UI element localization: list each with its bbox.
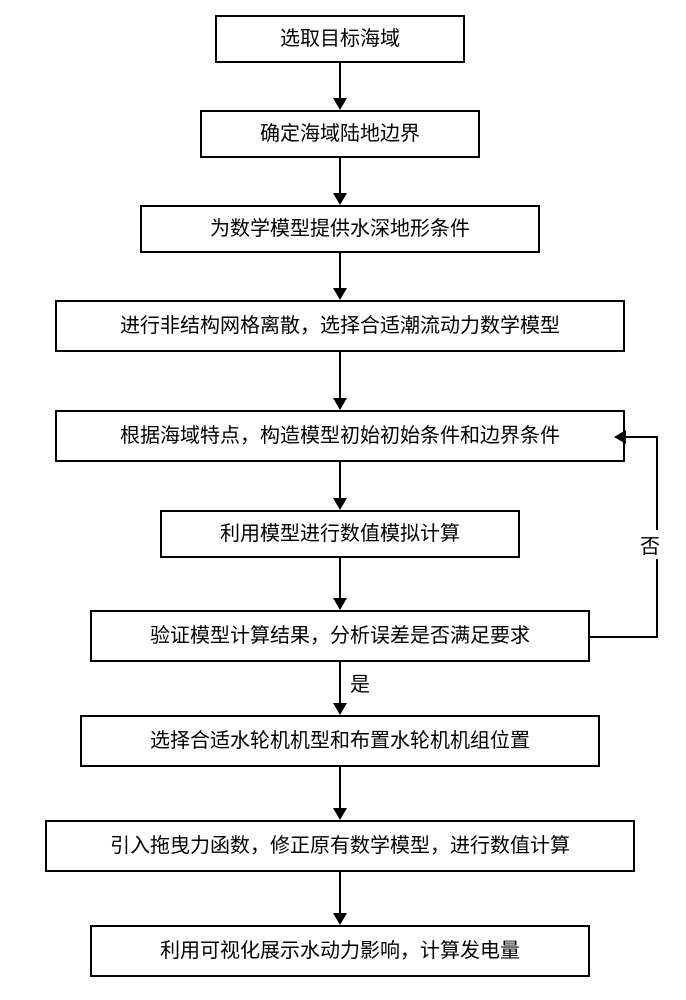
flow-node-n6: 利用模型进行数值模拟计算 bbox=[160, 510, 520, 558]
arrow-down-icon bbox=[333, 913, 347, 925]
flow-node-n1: 选取目标海域 bbox=[215, 15, 465, 63]
flow-node-n2: 确定海域陆地边界 bbox=[200, 110, 480, 158]
arrow-down-icon bbox=[333, 193, 347, 205]
arrow-down-icon bbox=[333, 398, 347, 410]
arrow-down-icon bbox=[333, 288, 347, 300]
flow-node-n3: 为数学模型提供水深地形条件 bbox=[140, 205, 540, 253]
edge-segment bbox=[339, 558, 341, 598]
edge-segment bbox=[339, 462, 341, 498]
edge-label: 是 bbox=[350, 668, 370, 697]
flow-node-n7: 验证模型计算结果，分析误差是否满足要求 bbox=[90, 610, 590, 662]
edge-segment bbox=[339, 767, 341, 808]
edge-segment bbox=[339, 662, 341, 703]
arrow-left-icon bbox=[614, 430, 626, 444]
flow-node-n9: 引入拖曳力函数，修正原有数学模型，进行数值计算 bbox=[45, 820, 635, 872]
edge-segment bbox=[339, 253, 341, 288]
flow-node-n8: 选择合适水轮机机型和布置水轮机机组位置 bbox=[80, 715, 600, 767]
arrow-down-icon bbox=[333, 808, 347, 820]
flow-node-n10: 利用可视化展示水动力影响，计算发电量 bbox=[90, 925, 590, 977]
arrow-down-icon bbox=[333, 98, 347, 110]
flowchart-canvas: 选取目标海域确定海域陆地边界为数学模型提供水深地形条件进行非结构网格离散，选择合… bbox=[0, 0, 686, 1000]
edge-label: 否 bbox=[640, 530, 660, 559]
edge-segment bbox=[339, 63, 341, 98]
arrow-down-icon bbox=[333, 598, 347, 610]
flow-node-n4: 进行非结构网格离散，选择合适潮流动力数学模型 bbox=[55, 300, 625, 352]
edge-segment bbox=[339, 872, 341, 913]
edge-segment bbox=[625, 436, 658, 438]
edge-segment bbox=[590, 636, 658, 638]
edge-segment bbox=[339, 352, 341, 398]
flow-node-n5: 根据海域特点，构造模型初始初始条件和边界条件 bbox=[55, 410, 625, 462]
edge-segment bbox=[339, 158, 341, 193]
arrow-down-icon bbox=[333, 703, 347, 715]
arrow-down-icon bbox=[333, 498, 347, 510]
